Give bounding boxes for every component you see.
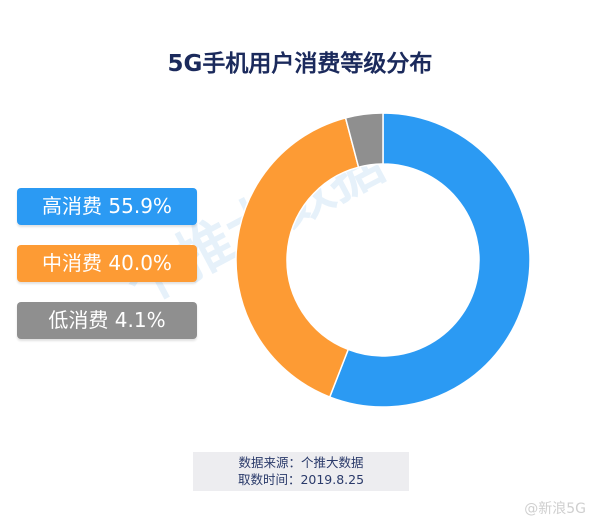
source-note: 数据来源：个推大数据 取数时间：2019.8.25 — [193, 452, 409, 491]
source-line: 数据来源：个推大数据 — [238, 455, 364, 470]
chart-title: 5G手机用户消费等级分布 — [167, 51, 433, 77]
legend-mid: 中消费 40.0% — [17, 245, 197, 282]
date-line: 取数时间：2019.8.25 — [237, 472, 365, 487]
weibo-watermark: @新浪5G — [524, 501, 586, 517]
donut-slice-2 — [344, 112, 384, 169]
donut-slice-1 — [235, 116, 360, 398]
donut-slice-0 — [328, 112, 531, 408]
legend-high: 高消费 55.9% — [17, 188, 197, 225]
legend-low: 低消费 4.1% — [17, 302, 197, 339]
